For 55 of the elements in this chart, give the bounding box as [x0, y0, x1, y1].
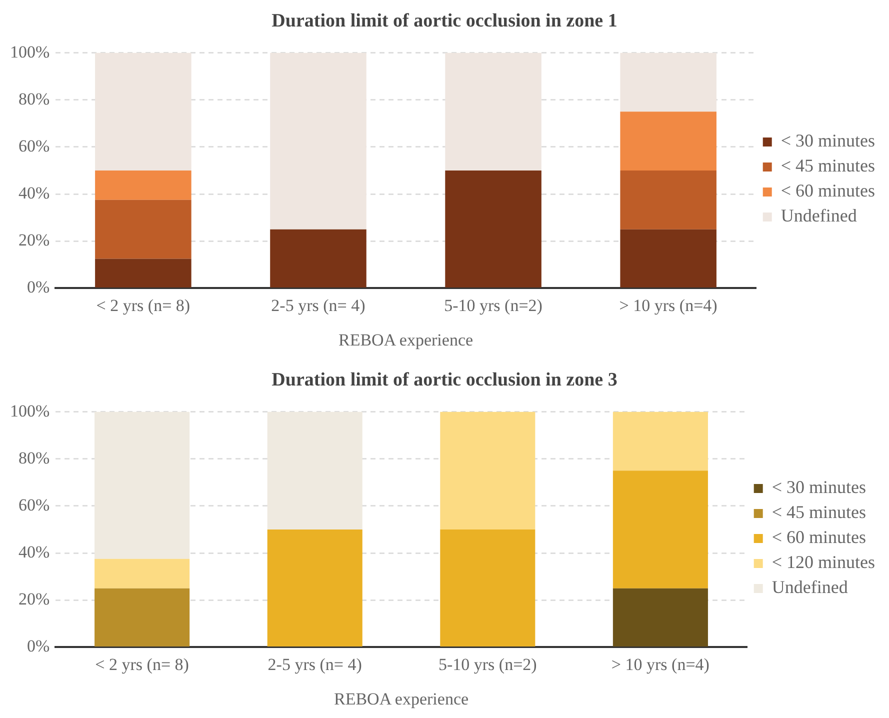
x-tick-label: > 10 yrs (n=4) [619, 296, 718, 315]
y-tick-label: 80% [18, 89, 50, 108]
bar [94, 588, 190, 646]
bar [267, 530, 362, 646]
bar [95, 170, 192, 200]
legend-label: Undefined [780, 206, 857, 226]
x-axis-title: REBOA experience [334, 689, 469, 708]
y-tick-label: 60% [18, 495, 50, 514]
bar [440, 412, 536, 530]
y-tick-label: 100% [10, 42, 50, 62]
bar [612, 412, 708, 471]
bar [95, 52, 192, 170]
bar [95, 200, 192, 259]
bar [440, 530, 536, 646]
x-tick-label: > 10 yrs (n=4) [611, 654, 710, 674]
bar [620, 229, 716, 288]
y-tick-label: 100% [10, 401, 50, 420]
x-axis-title: REBOA experience [338, 330, 474, 350]
legend-label: < 60 minutes [780, 180, 876, 201]
x-tick-label: 5-10 yrs (n=2) [438, 654, 537, 674]
x-tick-label: 5-10 yrs (n=2) [444, 296, 542, 315]
bar [620, 170, 716, 230]
y-tick-label: 40% [18, 542, 50, 562]
y-tick-label: 40% [18, 184, 50, 203]
y-tick-label: 20% [18, 590, 50, 609]
x-tick-label: 2-5 yrs (n= 4) [271, 296, 366, 315]
legend-label: Undefined [772, 577, 848, 598]
y-tick-label: 0% [26, 278, 50, 297]
legend-label: < 30 minutes [772, 477, 866, 498]
chart-title: Duration limit of aortic occlusion in zone 3 [272, 369, 618, 390]
chart-title: Duration limit of aortic occlusion in zone 1 [272, 10, 618, 32]
bar [612, 588, 708, 646]
bar [445, 170, 542, 288]
bar [94, 412, 190, 559]
y-tick-label: 80% [18, 448, 50, 468]
x-tick-label: < 2 yrs (n= 8) [96, 296, 190, 315]
y-tick-label: 0% [26, 636, 50, 656]
x-tick-label: < 2 yrs (n= 8) [95, 654, 189, 674]
bar [270, 229, 366, 288]
legend-label: < 30 minutes [780, 130, 876, 151]
bar [95, 258, 192, 288]
bar [620, 112, 716, 170]
bar [94, 558, 190, 588]
y-tick-label: 60% [18, 136, 50, 156]
bar [267, 412, 362, 530]
bar [270, 52, 366, 230]
legend-label: < 120 minutes [772, 552, 876, 572]
bar [620, 52, 716, 112]
bar [612, 470, 708, 588]
x-tick-label: 2-5 yrs (n= 4) [268, 654, 362, 674]
bar [445, 52, 542, 170]
legend-label: < 45 minutes [780, 156, 876, 176]
legend-label: < 60 minutes [772, 527, 866, 548]
y-tick-label: 20% [18, 230, 50, 250]
legend-label: < 45 minutes [772, 502, 866, 522]
